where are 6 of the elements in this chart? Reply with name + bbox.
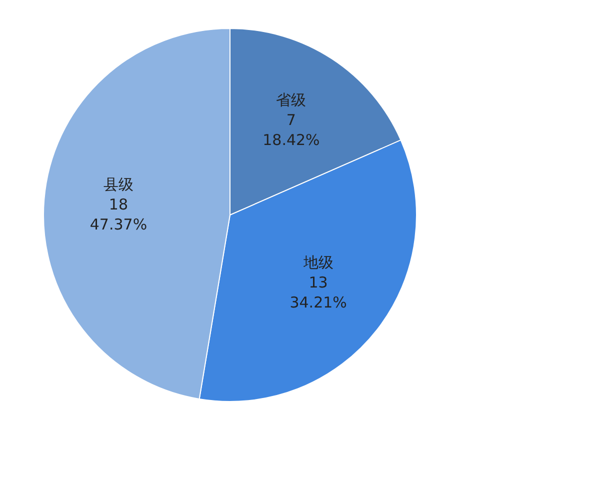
slice-label: 县级 [103, 176, 134, 194]
data-label: 7 18.42% [262, 111, 320, 150]
data-label: 18 47.37% [90, 196, 148, 234]
data-label: 13 34.21% [290, 274, 347, 312]
slice-label: 地级 [302, 254, 334, 272]
slice-label: 省级 [276, 91, 306, 110]
